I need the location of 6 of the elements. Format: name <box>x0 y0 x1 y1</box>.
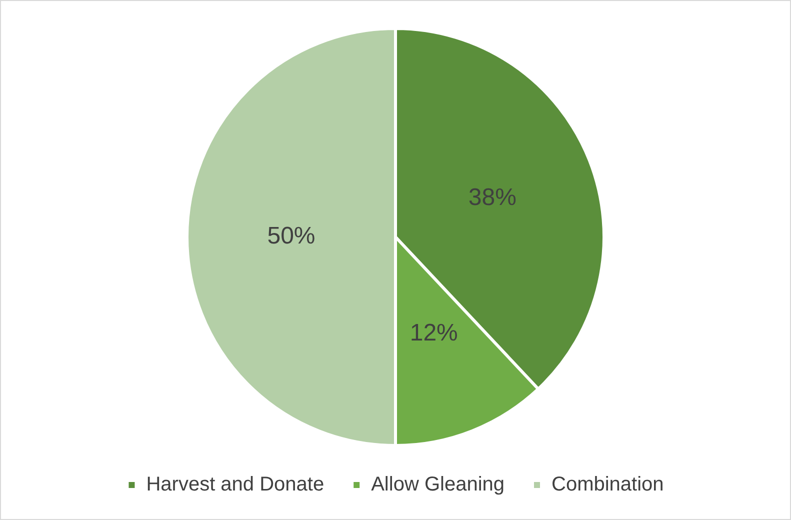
data-label: 38% <box>468 184 516 212</box>
legend-label: Combination <box>552 474 664 496</box>
legend-label: Allow Gleaning <box>371 474 505 496</box>
data-label: 50% <box>267 222 316 250</box>
data-label: 12% <box>410 320 458 347</box>
legend-label: Harvest and Donate <box>146 474 324 496</box>
